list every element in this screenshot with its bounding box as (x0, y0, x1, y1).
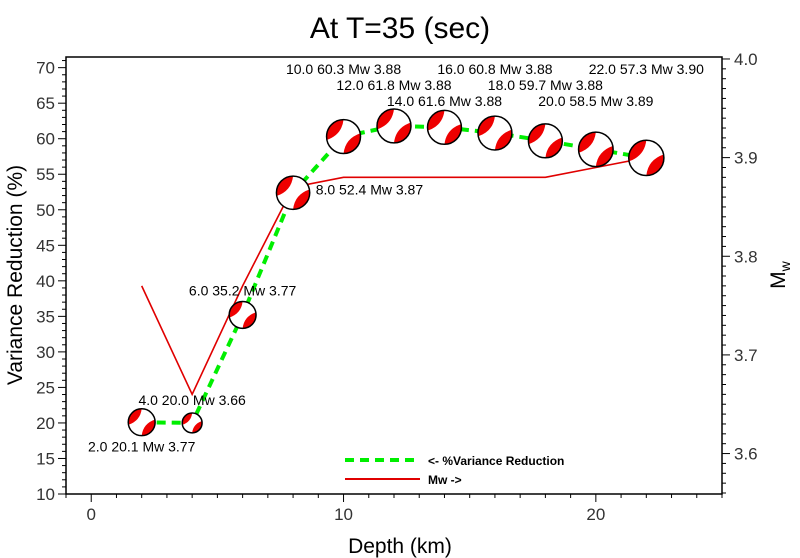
variance-series-line (141, 123, 647, 425)
x-tick-label: 10 (334, 505, 353, 524)
y-tick-label: 65 (36, 94, 55, 113)
y2-tick-label: 3.7 (734, 346, 758, 365)
point-label: 18.0 59.7 Mw 3.88 (488, 77, 603, 93)
beachball-outline (577, 131, 614, 168)
beachball-outline (325, 118, 362, 155)
point-label: 22.0 57.3 Mw 3.90 (589, 61, 704, 77)
y-tick-label: 15 (36, 449, 55, 468)
beachball-outline (527, 123, 564, 159)
beachball-outline (477, 115, 513, 151)
point-label: 4.0 20.0 Mw 3.66 (138, 392, 246, 408)
y-tick-label: 20 (36, 414, 55, 433)
y2-axis-label: Mw (767, 260, 793, 289)
y-tick-label: 55 (36, 165, 55, 184)
beachball-compression (192, 420, 203, 433)
point-label: 12.0 61.8 Mw 3.88 (336, 77, 451, 93)
beachball-compression (182, 413, 193, 425)
y-tick-label: 30 (36, 343, 55, 362)
beachball-compression (229, 301, 243, 318)
y2-tick-label: 3.8 (734, 247, 758, 266)
beachball-compression (545, 137, 563, 158)
beachball-outline (376, 108, 412, 144)
y-tick-label: 45 (36, 236, 55, 255)
beachball-compression (141, 419, 156, 436)
beachball-compression (276, 176, 294, 197)
beachball-outline (127, 408, 156, 437)
y-tick-label: 70 (36, 59, 55, 78)
beachball-marker (527, 123, 564, 159)
x-axis-label: Depth (km) (348, 535, 452, 558)
beachball-compression (494, 129, 512, 150)
point-label: 10.0 60.3 Mw 3.88 (286, 61, 401, 77)
beachball-outline (627, 139, 665, 177)
beachball-compression (377, 108, 394, 130)
point-label: 6.0 35.2 Mw 3.77 (189, 282, 297, 298)
legend-variance-label: <- %Variance Reduction (428, 454, 564, 468)
y-tick-label: 35 (36, 307, 55, 326)
point-label: 16.0 60.8 Mw 3.88 (437, 61, 552, 77)
beachball-compression (394, 122, 411, 143)
beachball-outline (275, 175, 311, 211)
point-label: 2.0 20.1 Mw 3.77 (88, 439, 196, 455)
beachball-outline (181, 412, 203, 434)
y-tick-label: 10 (36, 485, 55, 504)
beachball-compression (595, 145, 614, 167)
beachball-compression (427, 110, 445, 131)
beachball-marker (426, 109, 463, 146)
beachball-compression (578, 132, 596, 153)
y2-tick-label: 3.9 (734, 149, 758, 168)
x-tick-label: 20 (586, 505, 605, 524)
beachball-marker (181, 412, 203, 434)
y-tick-label: 25 (36, 378, 55, 397)
x-tick-label: 0 (86, 505, 95, 524)
beachball-compression (343, 133, 361, 154)
beachball-marker (325, 118, 362, 155)
chart-title: At T=35 (sec) (310, 12, 490, 45)
svg-text:Mw: Mw (767, 260, 793, 289)
beachball-compression (477, 116, 495, 137)
beachball-marker (477, 115, 513, 151)
beachball-compression (128, 408, 142, 425)
beachball-marker (127, 408, 156, 437)
y-tick-label: 40 (36, 272, 55, 291)
beachball-marker (376, 108, 412, 144)
point-label: 8.0 52.4 Mw 3.87 (316, 182, 424, 198)
beachball-compression (646, 154, 664, 176)
beachball-outline (426, 109, 463, 146)
mw-series-line (140, 156, 647, 397)
y-tick-label: 60 (36, 130, 55, 149)
beachball-marker (228, 300, 257, 330)
beachball-compression (293, 189, 310, 210)
beachball-compression (326, 119, 344, 140)
beachball-compression (528, 123, 546, 145)
point-label: 20.0 58.5 Mw 3.89 (538, 93, 653, 109)
y2-tick-label: 4.0 (734, 50, 758, 69)
beachball-compression (628, 140, 647, 162)
beachball-marker (627, 139, 665, 177)
beachball-compression (444, 123, 462, 145)
y2-tick-label: 3.6 (734, 445, 758, 464)
beachball-marker (577, 131, 614, 168)
beachball-compression (242, 312, 257, 329)
point-label: 14.0 61.6 Mw 3.88 (387, 93, 502, 109)
legend-mw-label: Mw -> (428, 473, 462, 487)
y-tick-label: 50 (36, 201, 55, 220)
beachball-outline (228, 300, 257, 330)
beachball-marker (275, 175, 311, 211)
y-axis-label: Variance Reduction (%) (4, 165, 27, 385)
